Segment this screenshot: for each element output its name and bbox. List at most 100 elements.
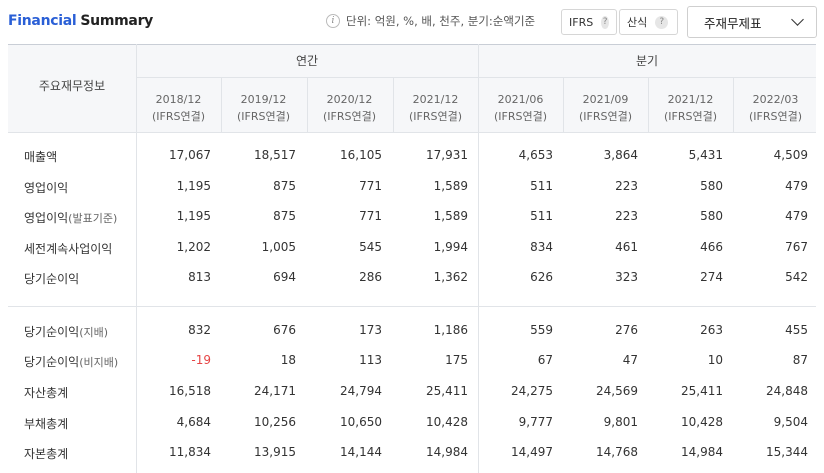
table-cell: 14,984 (681, 445, 723, 459)
table-cell: 559 (530, 323, 553, 337)
table-cell: 10 (707, 353, 723, 367)
table-cell: 542 (785, 270, 808, 284)
table-cell: 276 (615, 323, 638, 337)
column-divider (307, 77, 308, 133)
table-cell: 274 (700, 270, 723, 284)
period-date: 2021/09 (582, 93, 629, 106)
table-cell: 580 (700, 209, 723, 223)
table-cell: 455 (785, 323, 808, 337)
table-cell: 25,411 (681, 384, 723, 398)
row-label-text: 당기순이익 (24, 355, 80, 369)
row-label: 당기순이익 (24, 270, 79, 287)
chevron-down-icon (791, 13, 804, 26)
table-cell: 14,984 (426, 445, 468, 459)
table-cell: 14,768 (596, 445, 638, 459)
statement-type-select[interactable]: 주재무제표 (687, 6, 817, 38)
table-cell: 545 (359, 240, 382, 254)
table-cell: 511 (530, 179, 553, 193)
table-cell: 1,195 (176, 179, 211, 193)
table-cell: 87 (792, 353, 808, 367)
table-cell: 10,428 (426, 415, 468, 429)
table-cell: 771 (359, 209, 382, 223)
table-cell: 1,994 (433, 240, 468, 254)
section-title: Financial Summary (8, 13, 153, 29)
period-date: 2022/03 (752, 93, 799, 106)
table-cell: 479 (785, 179, 808, 193)
period-basis: (IFRS연결) (322, 110, 377, 123)
table-cell: 834 (530, 240, 553, 254)
table-cell: 223 (615, 179, 638, 193)
group-divider (478, 44, 479, 473)
table-cell: 1,589 (433, 209, 468, 223)
period-header: 2020/12 (IFRS연결) (307, 91, 392, 125)
period-basis: (IFRS연결) (236, 110, 291, 123)
table-cell: 626 (530, 270, 553, 284)
row-header-title: 주요재무정보 (38, 79, 106, 93)
formula-label: 산식 (627, 16, 648, 29)
table-cell: 1,202 (176, 240, 211, 254)
table-cell: 11,834 (169, 445, 211, 459)
table-cell: 16,105 (340, 148, 382, 162)
column-divider (393, 77, 394, 133)
table-cell: 17,931 (426, 148, 468, 162)
group-annual: 연간 (295, 54, 319, 68)
table-cell: 4,684 (176, 415, 211, 429)
table-cell: 18,517 (254, 148, 296, 162)
table-cell: 875 (273, 209, 296, 223)
period-header: 2021/06 (IFRS연결) (478, 91, 563, 125)
table-cell: 47 (622, 353, 638, 367)
help-icon[interactable]: ? (601, 15, 609, 29)
row-label: 부채총계 (24, 415, 68, 432)
summary-header-bar: Financial Summary i 단위: 억원, %, 배, 천주, 분기:… (0, 0, 824, 44)
row-label-text: 당기순이익 (24, 325, 80, 339)
table-cell: 813 (188, 270, 211, 284)
period-date: 2018/12 (155, 93, 202, 106)
table-cell: 9,504 (773, 415, 808, 429)
table-cell: 223 (615, 209, 638, 223)
row-label: 자본총계 (24, 445, 68, 462)
table-cell: 173 (359, 323, 382, 337)
section-divider (8, 306, 816, 307)
row-label: 세전계속사업이익 (24, 240, 112, 257)
period-basis: (IFRS연결) (748, 110, 803, 123)
row-label-text: 영업이익 (24, 181, 69, 195)
table-cell: 175 (445, 353, 468, 367)
table-cell: 5,431 (688, 148, 723, 162)
period-basis: (IFRS연결) (151, 110, 206, 123)
info-icon[interactable]: i (326, 14, 340, 28)
ifrs-button[interactable]: IFRS ? (561, 9, 617, 35)
row-label: 영업이익 (24, 179, 68, 196)
row-label: 당기순이익(지배) (24, 323, 108, 340)
row-label-text: 자산총계 (24, 386, 69, 400)
period-header: 2019/12 (IFRS연결) (221, 91, 306, 125)
period-basis: (IFRS연결) (578, 110, 633, 123)
table-cell: 9,801 (603, 415, 638, 429)
table-cell: 4,653 (518, 148, 553, 162)
formula-button[interactable]: 산식 ? (619, 9, 678, 35)
row-label-text: 자본총계 (24, 447, 69, 461)
title-financial: Financial (8, 13, 77, 29)
help-icon[interactable]: ? (655, 15, 669, 29)
column-divider (733, 77, 734, 133)
column-divider (136, 44, 137, 473)
period-header: 2018/12 (IFRS연결) (136, 91, 221, 125)
table-cell: 10,428 (681, 415, 723, 429)
table-cell: 14,144 (340, 445, 382, 459)
row-label: 매출액 (24, 148, 57, 165)
table-cell: 10,650 (340, 415, 382, 429)
statement-type-value: 주재무제표 (704, 15, 762, 31)
table-cell: 511 (530, 209, 553, 223)
period-date: 2021/12 (412, 93, 459, 106)
table-cell: 461 (615, 240, 638, 254)
table-cell: 1,005 (261, 240, 296, 254)
column-divider (221, 77, 222, 133)
unit-note: i 단위: 억원, %, 배, 천주, 분기:순액기준 (326, 13, 535, 29)
table-cell: 24,794 (340, 384, 382, 398)
title-summary: Summary (80, 13, 153, 29)
column-divider (563, 77, 564, 133)
table-cell: 24,275 (511, 384, 553, 398)
financial-summary-table: 주요재무정보 연간 분기 2018/12 (IFRS연결) 2019/12 (IFRS… (8, 44, 816, 473)
table-cell: 3,864 (603, 148, 638, 162)
table-cell: 113 (359, 353, 382, 367)
table-cell: 24,171 (254, 384, 296, 398)
